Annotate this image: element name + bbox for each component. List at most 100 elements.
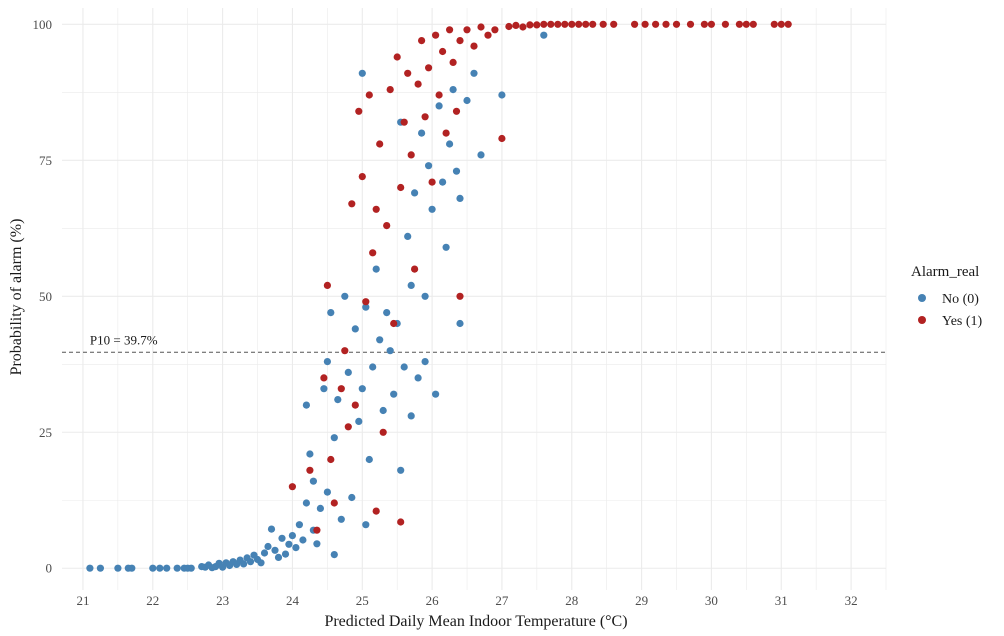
point-no bbox=[456, 319, 464, 328]
y-tick-label: 25 bbox=[39, 425, 52, 440]
point-yes bbox=[320, 374, 328, 382]
x-tick-label: 26 bbox=[426, 593, 440, 608]
point-no bbox=[274, 553, 283, 562]
legend-swatch-no bbox=[918, 294, 926, 302]
point-no bbox=[267, 525, 276, 533]
point-yes bbox=[418, 37, 426, 45]
point-no bbox=[425, 162, 433, 170]
x-tick-label: 28 bbox=[565, 593, 578, 608]
point-yes bbox=[554, 20, 562, 28]
point-yes bbox=[456, 292, 464, 300]
point-no bbox=[386, 347, 394, 355]
point-yes bbox=[348, 200, 356, 208]
point-yes bbox=[526, 21, 534, 29]
point-no bbox=[435, 102, 443, 110]
point-no bbox=[428, 205, 436, 213]
point-no bbox=[173, 564, 181, 572]
point-yes bbox=[358, 173, 366, 181]
point-no bbox=[114, 564, 122, 572]
point-yes bbox=[742, 20, 750, 28]
legend-swatch-yes bbox=[918, 316, 926, 324]
legend-label-yes: Yes (1) bbox=[942, 314, 983, 329]
point-no bbox=[358, 385, 366, 393]
point-yes bbox=[770, 20, 778, 28]
point-yes bbox=[575, 20, 583, 28]
point-yes bbox=[411, 265, 419, 273]
x-tick-label: 23 bbox=[216, 593, 229, 608]
x-tick-label: 32 bbox=[845, 593, 858, 608]
x-axis-title: Predicted Daily Mean Indoor Temperature … bbox=[324, 613, 627, 630]
point-yes bbox=[652, 20, 660, 28]
point-yes bbox=[404, 69, 412, 77]
point-no bbox=[348, 493, 356, 502]
point-yes bbox=[428, 178, 436, 186]
point-yes bbox=[390, 319, 398, 328]
point-yes bbox=[498, 134, 506, 143]
point-no bbox=[383, 309, 391, 317]
point-no bbox=[498, 91, 506, 99]
point-yes bbox=[491, 26, 499, 34]
point-no bbox=[149, 564, 157, 572]
point-no bbox=[316, 504, 324, 512]
point-yes bbox=[672, 20, 681, 28]
point-yes bbox=[372, 205, 380, 213]
point-yes bbox=[435, 91, 443, 99]
x-tick-label: 25 bbox=[356, 593, 369, 608]
point-no bbox=[414, 374, 422, 382]
point-no bbox=[337, 515, 345, 523]
point-no bbox=[362, 303, 370, 311]
point-no bbox=[379, 406, 387, 415]
point-no bbox=[96, 564, 104, 572]
point-no bbox=[407, 281, 415, 289]
point-no bbox=[421, 292, 429, 300]
point-no bbox=[449, 86, 457, 94]
point-no bbox=[323, 358, 331, 366]
grid-minor-lines bbox=[62, 8, 887, 590]
point-yes bbox=[425, 64, 433, 72]
grid-major-lines bbox=[62, 8, 886, 590]
point-no bbox=[330, 551, 338, 559]
point-yes bbox=[582, 20, 590, 28]
point-yes bbox=[383, 222, 391, 230]
point-yes bbox=[589, 20, 597, 28]
point-no bbox=[365, 455, 373, 464]
point-no bbox=[246, 558, 255, 566]
x-tick-label: 24 bbox=[286, 593, 300, 608]
point-no bbox=[163, 564, 171, 572]
x-tick-label: 21 bbox=[76, 593, 89, 608]
point-yes bbox=[686, 20, 695, 28]
point-no bbox=[330, 434, 338, 442]
point-yes bbox=[341, 347, 349, 355]
x-tick-label: 31 bbox=[775, 593, 788, 608]
point-yes bbox=[512, 21, 520, 29]
point-no bbox=[341, 292, 349, 300]
point-yes bbox=[386, 86, 394, 94]
point-no bbox=[288, 532, 296, 540]
point-yes bbox=[414, 80, 422, 88]
point-no bbox=[295, 521, 303, 529]
y-axis-ticks: 0 25 50 75 100 bbox=[33, 17, 53, 576]
point-yes bbox=[407, 151, 415, 159]
point-no bbox=[320, 385, 328, 393]
point-no bbox=[463, 96, 471, 105]
point-yes bbox=[288, 483, 296, 491]
x-tick-label: 27 bbox=[495, 593, 509, 608]
point-no bbox=[260, 549, 269, 557]
point-no bbox=[376, 336, 384, 344]
point-no bbox=[156, 564, 164, 572]
point-yes bbox=[397, 518, 405, 526]
point-no bbox=[264, 542, 272, 551]
point-no bbox=[128, 564, 136, 572]
point-no bbox=[309, 477, 317, 485]
point-no bbox=[86, 564, 94, 572]
point-yes bbox=[442, 129, 450, 137]
point-no bbox=[439, 178, 447, 186]
point-yes bbox=[400, 118, 408, 126]
point-yes bbox=[365, 91, 373, 99]
point-yes bbox=[313, 526, 321, 534]
point-yes bbox=[379, 428, 387, 436]
point-yes bbox=[540, 20, 548, 28]
point-no bbox=[257, 559, 265, 567]
point-yes bbox=[533, 21, 541, 29]
